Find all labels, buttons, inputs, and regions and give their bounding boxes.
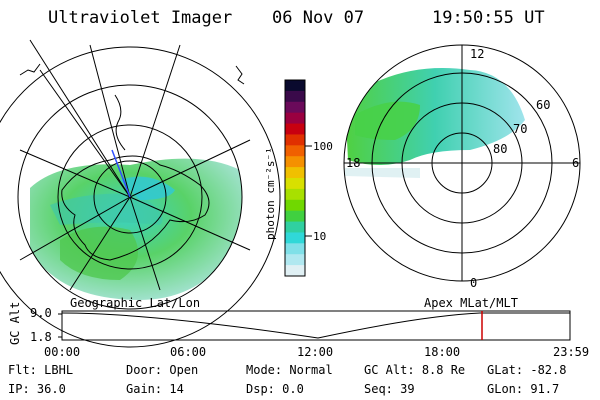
status-door: Door: Open: [126, 363, 199, 377]
color-bar-segment: [285, 101, 305, 114]
timeline-x-tick-0: 00:00: [44, 345, 81, 359]
status-ip: IP: 36.0: [8, 382, 66, 396]
color-bar-segment: [285, 80, 305, 92]
timeline-x-tick-4: 23:59: [553, 345, 590, 359]
status-dsp: Dsp: 0.0: [246, 382, 304, 396]
color-bar-segment: [285, 167, 305, 179]
mlt-label-0: 0: [470, 276, 478, 290]
color-bar-segment: [285, 134, 305, 146]
color-bar-segment: [285, 123, 305, 135]
color-bar-segment: [285, 90, 305, 103]
status-seq: Seq: 39: [364, 382, 415, 396]
color-bar-segment: [285, 156, 305, 168]
date-label: 06 Nov 07: [272, 8, 365, 28]
status-mode: Mode: Normal: [246, 363, 333, 377]
apex-label: Apex MLat/MLT: [424, 296, 518, 310]
color-bar-segment: [285, 145, 305, 157]
altitude-curve: [61, 312, 570, 339]
magnetic-polar-map: [343, 44, 581, 282]
geographic-label: Geographic Lat/Lon: [70, 296, 201, 310]
time-label: 19:50:55 UT: [432, 8, 545, 28]
status-glon: GLon: 91.7: [487, 382, 560, 396]
aurora-emission-right: [345, 68, 525, 165]
color-bar-frame: [284, 79, 312, 277]
mlat-label-80: 80: [493, 142, 508, 156]
mlt-label-12: 12: [470, 47, 485, 61]
status-flt: Flt: LBHL: [8, 363, 74, 377]
instrument-title: Ultraviolet Imager: [48, 8, 233, 28]
geographic-map: [0, 39, 280, 347]
mlat-label-60: 60: [536, 98, 551, 112]
mlt-label-6: 6: [572, 156, 580, 170]
status-gain: Gain: 14: [126, 382, 184, 396]
altitude-timeline: [58, 310, 571, 341]
subsolar-line: [111, 149, 131, 198]
mlt-label-18: 18: [346, 156, 361, 170]
color-bar-segment: [285, 210, 305, 223]
colorbar-tick-100: 100: [313, 140, 333, 153]
color-bar-segment: [285, 188, 305, 201]
mlat-label-70: 70: [513, 122, 528, 136]
color-bar-segment: [285, 199, 305, 212]
color-bar-unit: photon cm⁻²s⁻¹: [264, 147, 277, 240]
timeline-y-label: GC Alt: [8, 301, 22, 345]
timeline-y-min: 1.8: [30, 330, 52, 344]
colorbar-tick-10: 10: [313, 230, 327, 243]
timeline-y-max: 9.0: [30, 306, 52, 320]
color-bar-segment: [285, 232, 305, 244]
timeline-x-tick-3: 18:00: [424, 345, 461, 359]
status-gc-alt: GC Alt: 8.8 Re: [364, 363, 466, 377]
color-bar: [285, 80, 305, 277]
color-bar-segment: [285, 178, 305, 190]
color-bar-segment: [285, 221, 305, 233]
color-bar-segment: [285, 243, 305, 255]
color-bar-segment: [285, 112, 305, 125]
coastline: [61, 155, 210, 261]
status-glat: GLat: -82.8: [487, 363, 567, 377]
timeline-x-tick-2: 12:00: [297, 345, 334, 359]
color-bar-segment: [285, 265, 305, 277]
timeline-x-tick-1: 06:00: [170, 345, 207, 359]
color-bar-segment: [285, 254, 305, 266]
